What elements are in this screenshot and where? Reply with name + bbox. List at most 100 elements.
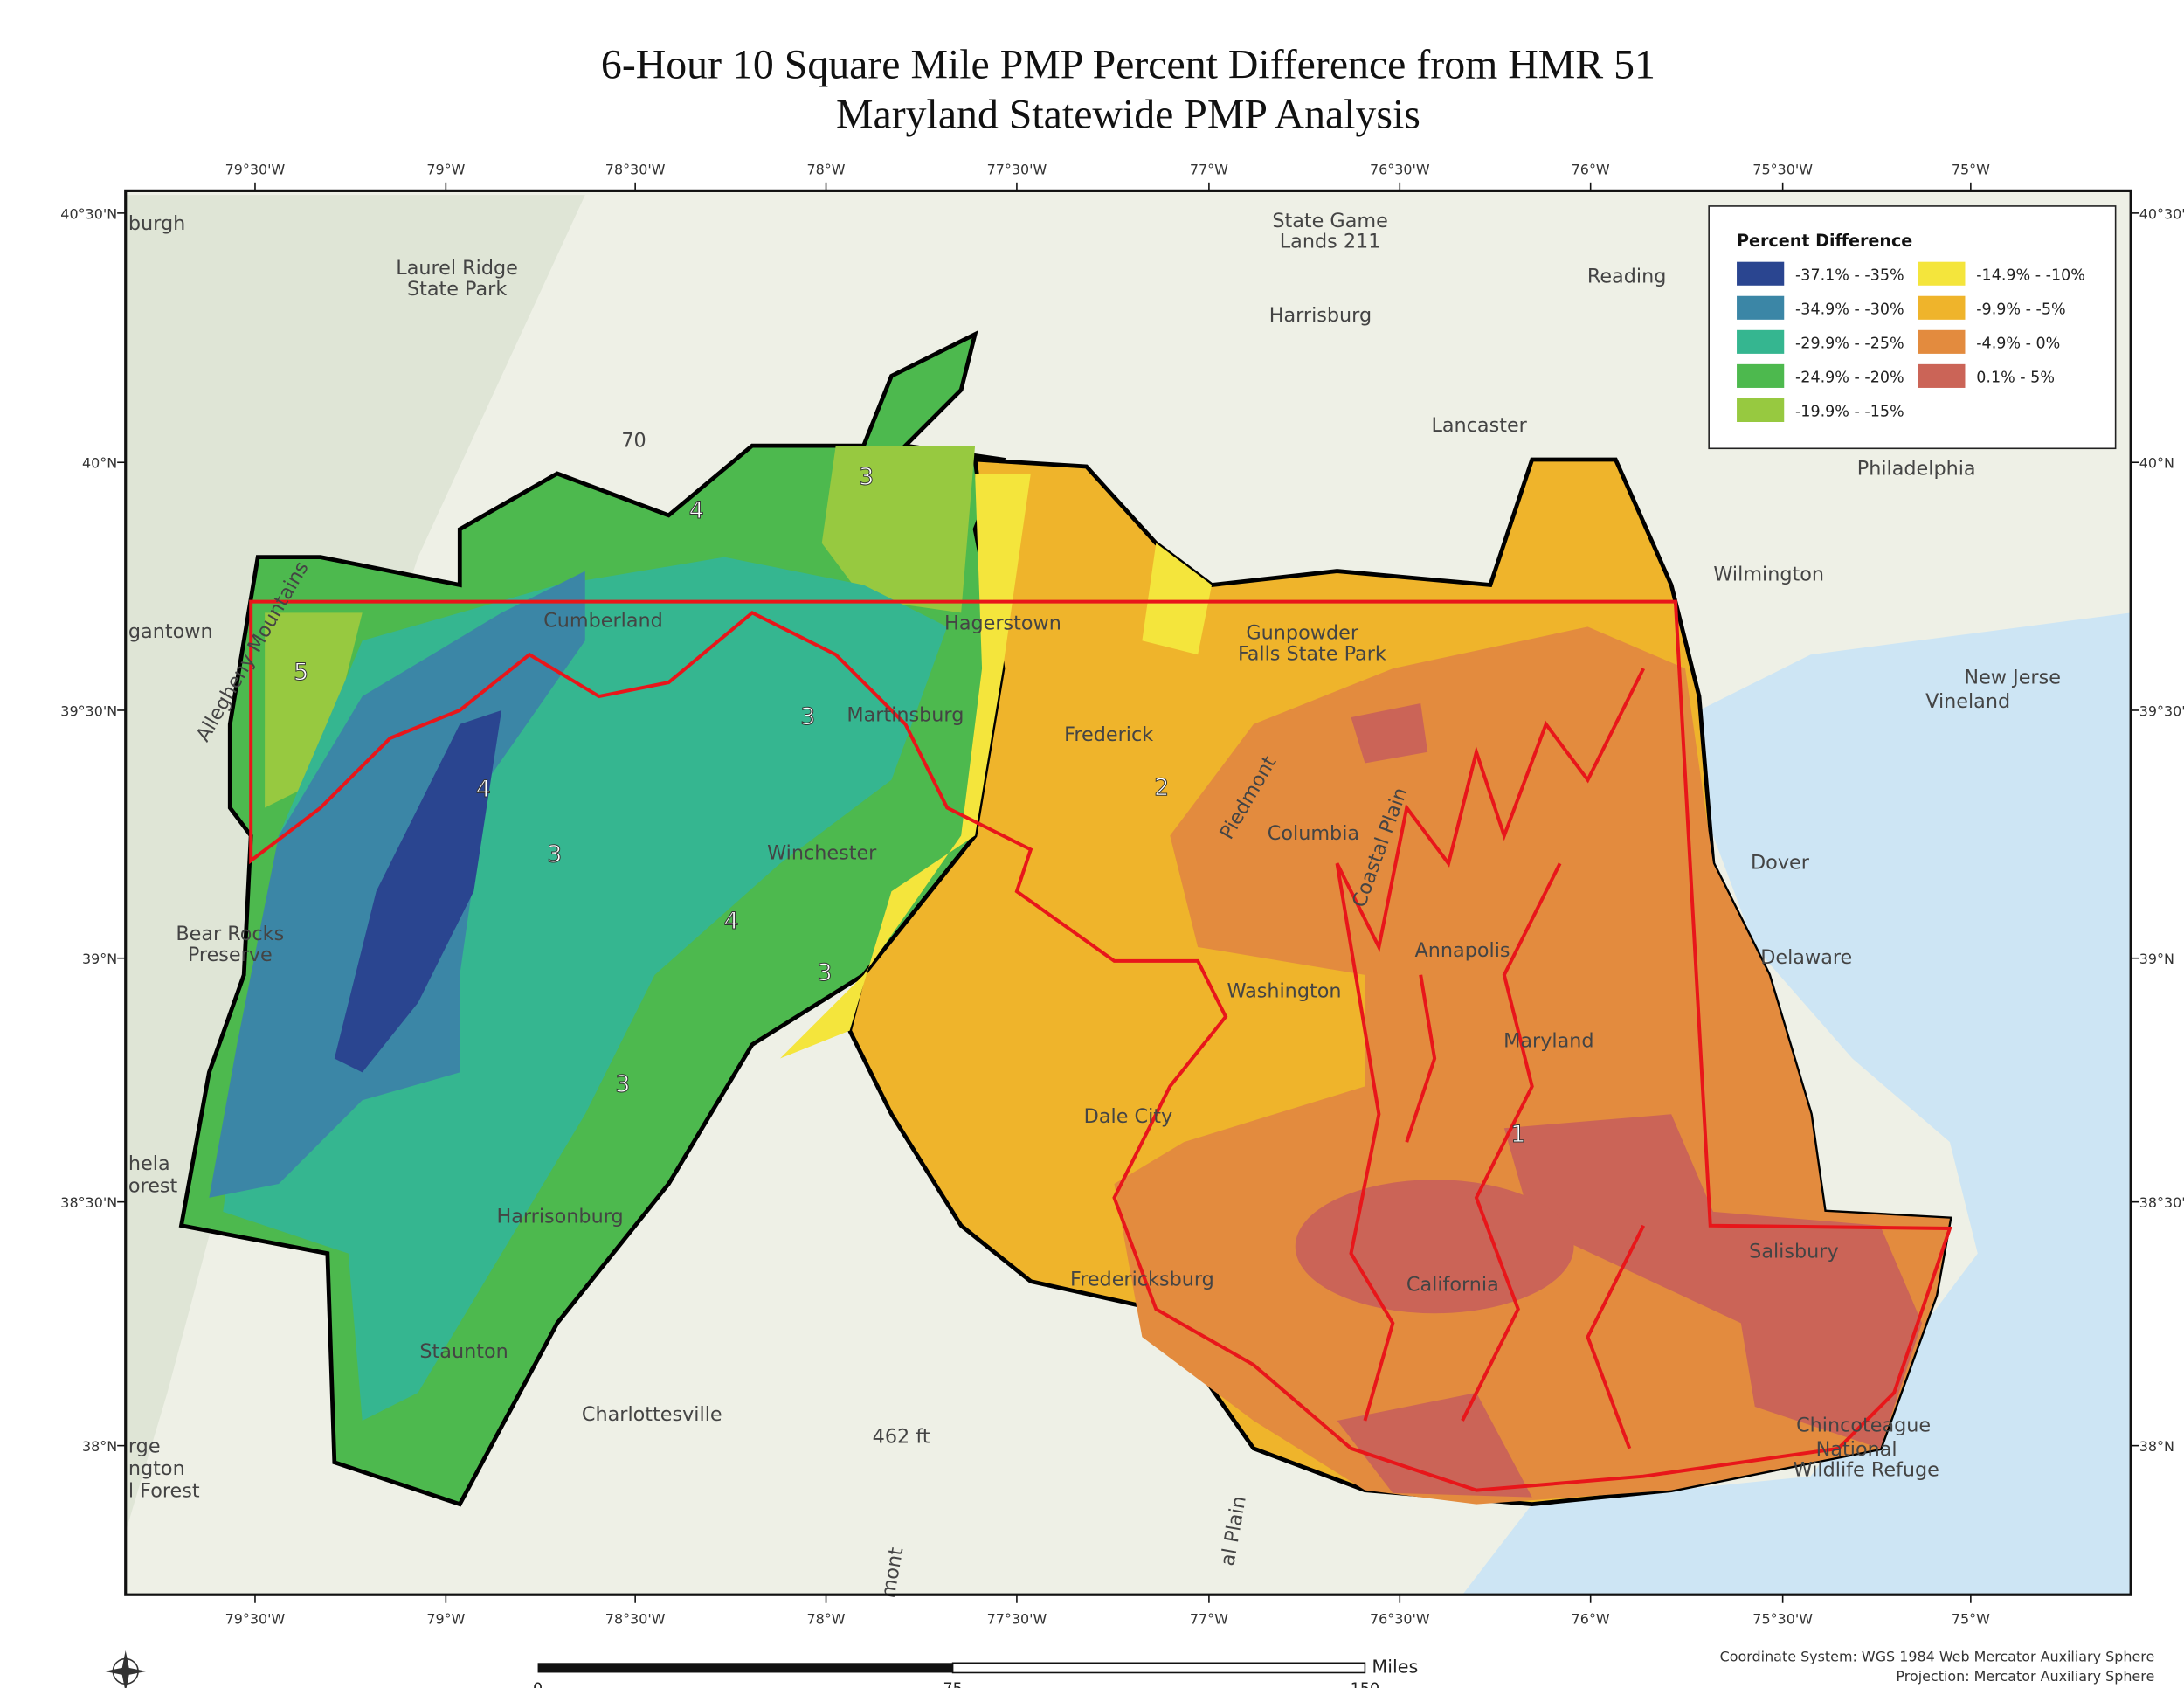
pmp-zone: [1351, 703, 1428, 764]
legend-label: -37.1% - -35%: [1795, 266, 1904, 284]
legend-swatch: [1737, 363, 1785, 388]
place-label: Frederick: [1064, 723, 1153, 746]
pmp-zone: [265, 612, 363, 808]
place-label: l Forest: [128, 1480, 200, 1503]
place-label: Lands 211: [1280, 231, 1381, 253]
legend-swatch: [1918, 295, 1966, 320]
place-label: Dover: [1751, 852, 1810, 875]
legend-swatch: [1737, 329, 1785, 354]
scale-tick: 75: [943, 1680, 962, 1688]
place-label: Harrisonburg: [496, 1206, 623, 1228]
place-label: Hagerstown: [944, 612, 1061, 635]
north-arrow: [104, 1650, 147, 1688]
graticule: 79°30'W 79°30'W 79°W 79°W 78°30'W 78°30'W 78°W…: [60, 161, 2184, 1627]
contour-label: 3: [817, 959, 832, 986]
place-label: Staunton: [419, 1340, 508, 1363]
place-label: hela: [128, 1152, 170, 1175]
legend-swatch: [1737, 261, 1785, 286]
place-label: State Park: [407, 278, 507, 301]
latitude-label: 40°30'N: [60, 205, 117, 222]
pmp-zone: [821, 446, 976, 613]
legend-label: -34.9% - -30%: [1795, 301, 1904, 318]
latitude-label: 39°30'N: [60, 702, 117, 719]
longitude-label: 77°30'W: [987, 1611, 1047, 1628]
pmp-zone: [334, 709, 502, 1073]
scale-bar: Miles 0 75 150: [533, 1656, 1418, 1688]
contour-label: 3: [615, 1071, 630, 1098]
contour-label: 1: [1510, 1121, 1525, 1148]
longitude-label: 77°W: [1190, 161, 1228, 177]
longitude-label: 79°30'W: [225, 1611, 286, 1628]
contour-label: 3: [547, 841, 562, 868]
place-label: Charlottesville: [582, 1403, 722, 1426]
footer-text: Coordinate System: WGS 1984 Web Mercator…: [1720, 1649, 2155, 1665]
place-label: Falls State Park: [1238, 643, 1386, 666]
latitude-label: 38°30'N: [60, 1194, 117, 1211]
place-label: Delaware: [1760, 946, 1852, 969]
map-frame: Percent Difference -37.1% - -35% -34.9% -…: [124, 189, 2132, 1600]
scale-tick: 0: [533, 1680, 543, 1688]
longitude-label: 79°W: [426, 161, 465, 177]
place-label: 462 ft: [873, 1425, 930, 1448]
terrain: [125, 195, 585, 1532]
map-border: [124, 189, 2132, 1596]
place-label: Preserve: [188, 944, 273, 966]
place-label: Martinsburg: [847, 704, 964, 727]
place-label: Maryland: [1503, 1030, 1593, 1053]
place-label: orest: [128, 1175, 178, 1198]
contour-label: 5: [294, 659, 308, 686]
place-label: Cumberland: [543, 609, 663, 632]
place-label: burgh: [128, 212, 185, 235]
latitude-label: 38°30'N: [2139, 1194, 2184, 1211]
scale-segment: [951, 1662, 1366, 1674]
longitude-label: 78°W: [807, 161, 846, 177]
place-label: Laurel Ridge: [396, 257, 518, 280]
place-label: Washington: [1227, 979, 1341, 1002]
contour-label: 3: [800, 703, 815, 730]
footer-text: Projection: Mercator Auxiliary Sphere: [1896, 1668, 2154, 1685]
place-label: rge: [128, 1435, 161, 1458]
longitude-label: 78°30'W: [605, 161, 666, 177]
longitude-label: 76°W: [1572, 161, 1610, 177]
scale-segment: [537, 1663, 953, 1673]
pmp-zone: [779, 473, 1031, 1059]
place-label: ngton: [128, 1457, 185, 1480]
scale-tick: 150: [1351, 1680, 1379, 1688]
place-label: National: [1816, 1438, 1897, 1461]
place-label: Philadelphia: [1857, 458, 1976, 481]
longitude-label: 76°30'W: [1370, 1611, 1430, 1628]
scale-unit: Miles: [1372, 1656, 1418, 1677]
longitude-label: 75°30'W: [1752, 1611, 1813, 1628]
legend-label: -29.9% - -25%: [1795, 336, 1904, 353]
latitude-label: 38°N: [2139, 1438, 2174, 1455]
longitude-label: 79°W: [426, 1611, 465, 1628]
longitude-label: 77°30'W: [987, 161, 1047, 177]
latitude-label: 38°N: [82, 1438, 117, 1455]
legend-swatch: [1918, 363, 1966, 388]
pmp-zone: [1337, 1393, 1532, 1498]
contour-label: 3: [859, 464, 874, 491]
legend-label: -9.9% - -5%: [1976, 301, 2065, 318]
place-label: Bear Rocks: [176, 923, 284, 945]
legend-label: -19.9% - -15%: [1795, 404, 1904, 421]
legend-label: -14.9% - -10%: [1976, 266, 2085, 284]
place-label: Chincoteague: [1796, 1415, 1931, 1437]
latitude-label: 40°30'N: [2139, 205, 2184, 222]
place-label: Annapolis: [1415, 939, 1510, 962]
place-label: Winchester: [767, 842, 877, 865]
longitude-label: 76°W: [1572, 1611, 1610, 1628]
latitude-label: 40°N: [2139, 455, 2174, 472]
legend-title: Percent Difference: [1737, 231, 1912, 251]
water: [1462, 612, 2132, 1595]
pmp-zone: [1503, 1114, 1923, 1449]
legend-swatch: [1918, 329, 1966, 354]
legend-swatch: [1737, 398, 1785, 422]
latitude-label: 39°N: [82, 951, 117, 967]
latitude-label: 40°N: [82, 455, 117, 472]
maryland-boundary: [249, 599, 1952, 1492]
place-label: Fredericksburg: [1070, 1268, 1214, 1290]
place-label: Wildlife Refuge: [1794, 1459, 1939, 1482]
contour-label: 2: [1154, 774, 1169, 801]
contour-label: 4: [689, 497, 704, 524]
